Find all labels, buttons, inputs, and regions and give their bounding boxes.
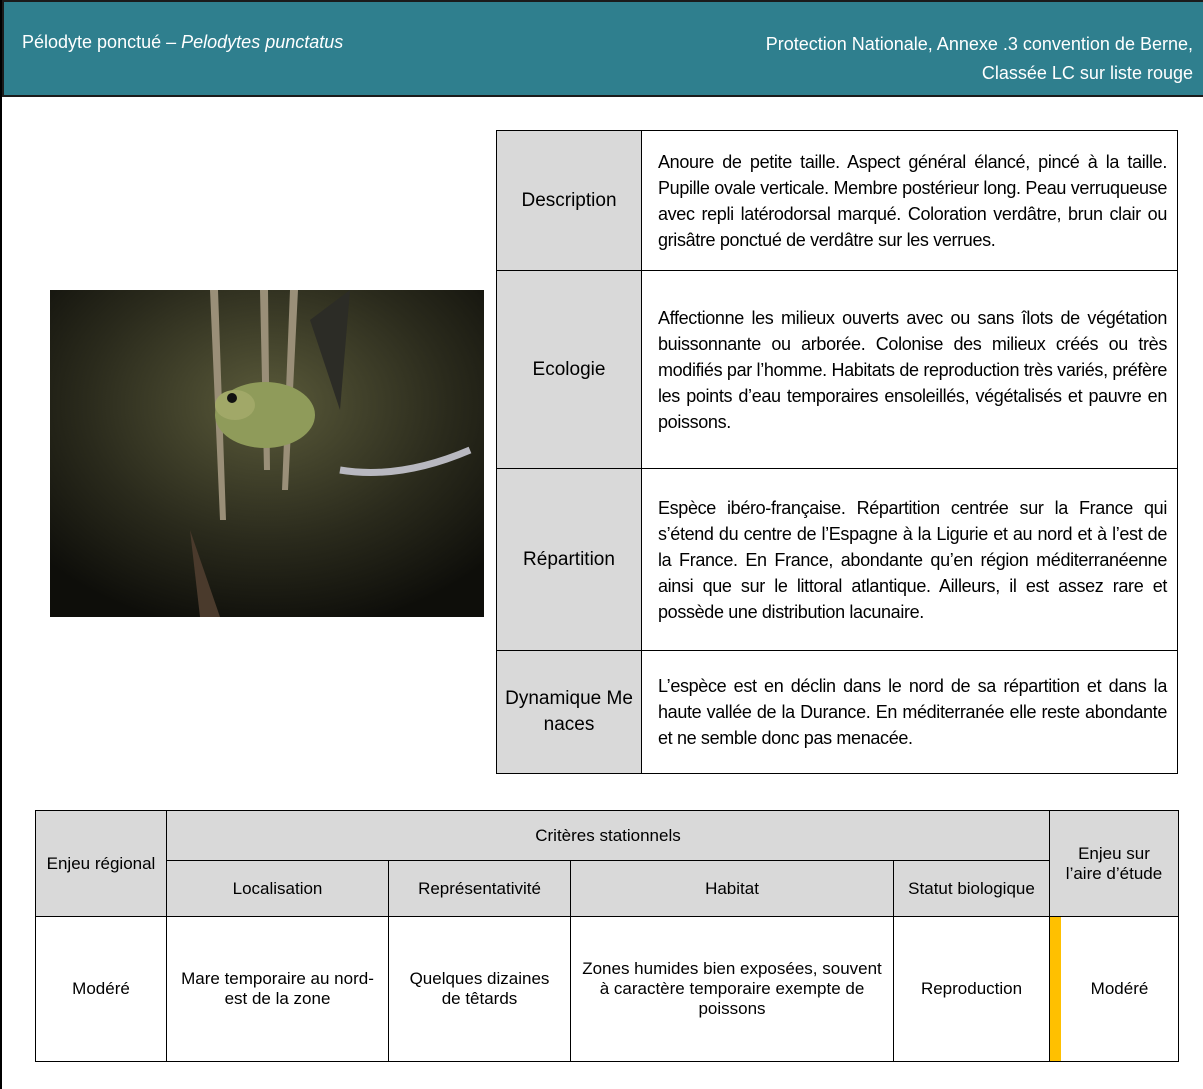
description-table: Description Anoure de petite taille. Aspe… [496, 130, 1178, 774]
row-text: Espèce ibéro-française. Répartition cent… [641, 468, 1178, 651]
data-cell: Modéré [35, 916, 167, 1062]
data-cell: Reproduction [893, 916, 1050, 1062]
header-cell: Enjeu régional [35, 810, 167, 917]
stake-color [1049, 916, 1061, 1062]
header-cell: Enjeu sur l’aire d’étude [1049, 810, 1179, 917]
row-text: Affectionne les milieux ouverts avec ou … [641, 270, 1178, 469]
row-text: L’espèce est en déclin dans le nord de s… [641, 650, 1178, 774]
data-cell: Mare temporaire au nord-est de la zone [166, 916, 389, 1062]
latin-name: Pelodytes punctatus [181, 32, 344, 52]
header: Pélodyte ponctué – Pelodytes punctatus P… [2, 0, 1203, 97]
header-cell: Statut biologique [893, 860, 1050, 917]
row-text: Anoure de petite taille. Aspect général … [641, 130, 1178, 271]
data-cell: Modéré [1061, 916, 1179, 1062]
data-cell: Quelques dizaines de têtards [388, 916, 571, 1062]
species-photo [50, 290, 484, 617]
header-cell: Critères stationnels [166, 810, 1050, 861]
header-cell: Localisation [166, 860, 389, 917]
header-cell: Représentativité [388, 860, 571, 917]
stakes-table: Enjeu régional Critères stationnels Enje… [35, 810, 1179, 1062]
data-cell: Zones humides bien exposées, souvent à c… [570, 916, 894, 1062]
row-label: Répartition [496, 468, 642, 651]
row-label: Dynamique Menaces [496, 650, 642, 774]
row-label: Description [496, 130, 642, 271]
header-cell: Habitat [570, 860, 894, 917]
common-name: Pélodyte ponctué – [22, 32, 177, 52]
row-label: Ecologie [496, 270, 642, 469]
protection-status: Protection Nationale, Annexe .3 conventi… [765, 34, 1193, 83]
species-title: Pélodyte ponctué – Pelodytes punctatus [22, 32, 343, 53]
